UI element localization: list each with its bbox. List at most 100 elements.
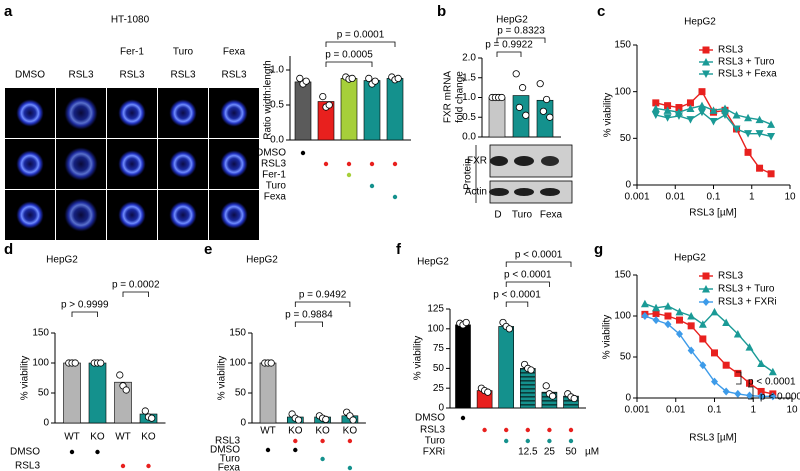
treatment-dot: [392, 161, 398, 167]
data-point: [371, 77, 379, 85]
y-tick-label: 150: [614, 270, 631, 281]
spheroid: [169, 99, 197, 127]
bar: [317, 101, 335, 141]
marker: [734, 389, 742, 398]
data-point: [522, 111, 530, 119]
marker: [699, 335, 707, 343]
treatment-label: Fer-1: [262, 170, 286, 181]
data-point: [570, 394, 578, 403]
treatment-label: RSL3: [420, 425, 445, 436]
x-tick-label: KO: [288, 426, 303, 437]
data-point: [512, 70, 520, 78]
bracket: [505, 281, 550, 287]
x-tick-label: 0.001: [624, 405, 649, 416]
y-tick-label: 0.5: [462, 112, 476, 123]
data-point: [116, 371, 124, 379]
marker: [686, 99, 694, 107]
x-axis-label: RSL3 [µM]: [689, 208, 737, 219]
y-tick-label: 100: [427, 323, 444, 334]
marker: [733, 330, 742, 338]
p-value: p = 0.0001: [337, 30, 385, 41]
y-tick-label: 0.0: [270, 135, 284, 146]
spheroid: [64, 96, 98, 130]
marker: [702, 70, 710, 78]
bar: [88, 362, 107, 424]
data-point: [325, 101, 333, 109]
marker: [702, 272, 710, 280]
legend-label: RSL3 + Turo: [718, 57, 775, 68]
marker: [652, 303, 661, 312]
data-point: [349, 416, 357, 424]
data-point: [302, 77, 310, 85]
y-axis-label: % viability: [217, 356, 228, 400]
treatment-dot: [568, 438, 574, 444]
y-tick-label: 100: [614, 311, 631, 322]
bracket: [294, 321, 323, 327]
marker: [686, 104, 695, 112]
treatment-dot: [504, 438, 509, 444]
y-tick-label: 0: [625, 393, 631, 404]
treatment-dose: 50: [565, 447, 577, 458]
image-column-label: DMSO: [15, 70, 45, 81]
spheroid: [16, 201, 44, 229]
image-column-label: Turo: [173, 47, 194, 58]
marker: [676, 316, 684, 324]
y-axis-label: % viability: [602, 315, 613, 359]
y-tick-label: 1.5: [462, 72, 476, 83]
marker: [757, 359, 766, 368]
marker: [651, 104, 660, 112]
spheroid: [16, 99, 44, 127]
data-point: [548, 392, 557, 400]
series-line: [644, 303, 774, 373]
p-value: p = 0.9922: [485, 40, 533, 51]
bracket: [496, 37, 546, 43]
marker: [767, 170, 775, 178]
marker: [722, 387, 730, 396]
marker: [709, 106, 718, 114]
data-point: [71, 359, 79, 367]
legend-label: RSL3 + FXRi: [718, 297, 777, 308]
bracket: [294, 301, 351, 307]
bracket: [325, 61, 373, 67]
data-point: [505, 325, 513, 333]
y-tick-label: 0.0: [462, 132, 476, 143]
y-tick-label: 0: [240, 418, 246, 429]
treatment-label: RSL3: [15, 461, 40, 471]
marker: [697, 108, 706, 117]
x-tick-label: KO: [315, 426, 330, 437]
marker: [767, 132, 776, 141]
data-point: [141, 407, 149, 415]
treatment-dot: [320, 438, 325, 444]
y-tick-label: 0: [438, 403, 444, 414]
p-value: p < 0.0001: [504, 270, 552, 281]
p-value: p = 0.9492: [299, 290, 347, 301]
marker: [721, 111, 730, 119]
marker: [757, 392, 765, 401]
marker: [664, 312, 672, 320]
treatment-dot: [146, 463, 151, 469]
bracket: [496, 51, 522, 57]
panel-letter: b: [437, 3, 446, 20]
treatment-label: DMSO: [210, 445, 240, 456]
bracket: [71, 311, 98, 317]
data-point: [536, 80, 544, 88]
y-tick-label: 150: [229, 328, 246, 339]
marker: [755, 115, 764, 124]
x-tick-label: 0.01: [666, 192, 686, 203]
blot-lane-label: D: [494, 210, 501, 221]
treatment-label: FXRi: [423, 447, 445, 458]
spheroid: [220, 150, 248, 178]
data-point: [296, 74, 304, 83]
data-point: [348, 74, 356, 83]
image-column-label: Fexa: [223, 47, 246, 58]
blot: [475, 144, 573, 204]
treatment-label: Turo: [425, 436, 446, 447]
y-axis-label: fold change: [455, 71, 466, 123]
treatment-label: DMSO: [415, 413, 445, 424]
treatment-label: RSL3: [261, 159, 286, 170]
panel-title: HT-1080: [111, 15, 150, 26]
marker: [711, 377, 718, 386]
marker: [721, 104, 730, 112]
spheroid: [220, 99, 248, 127]
treatment-dot: [392, 194, 398, 200]
